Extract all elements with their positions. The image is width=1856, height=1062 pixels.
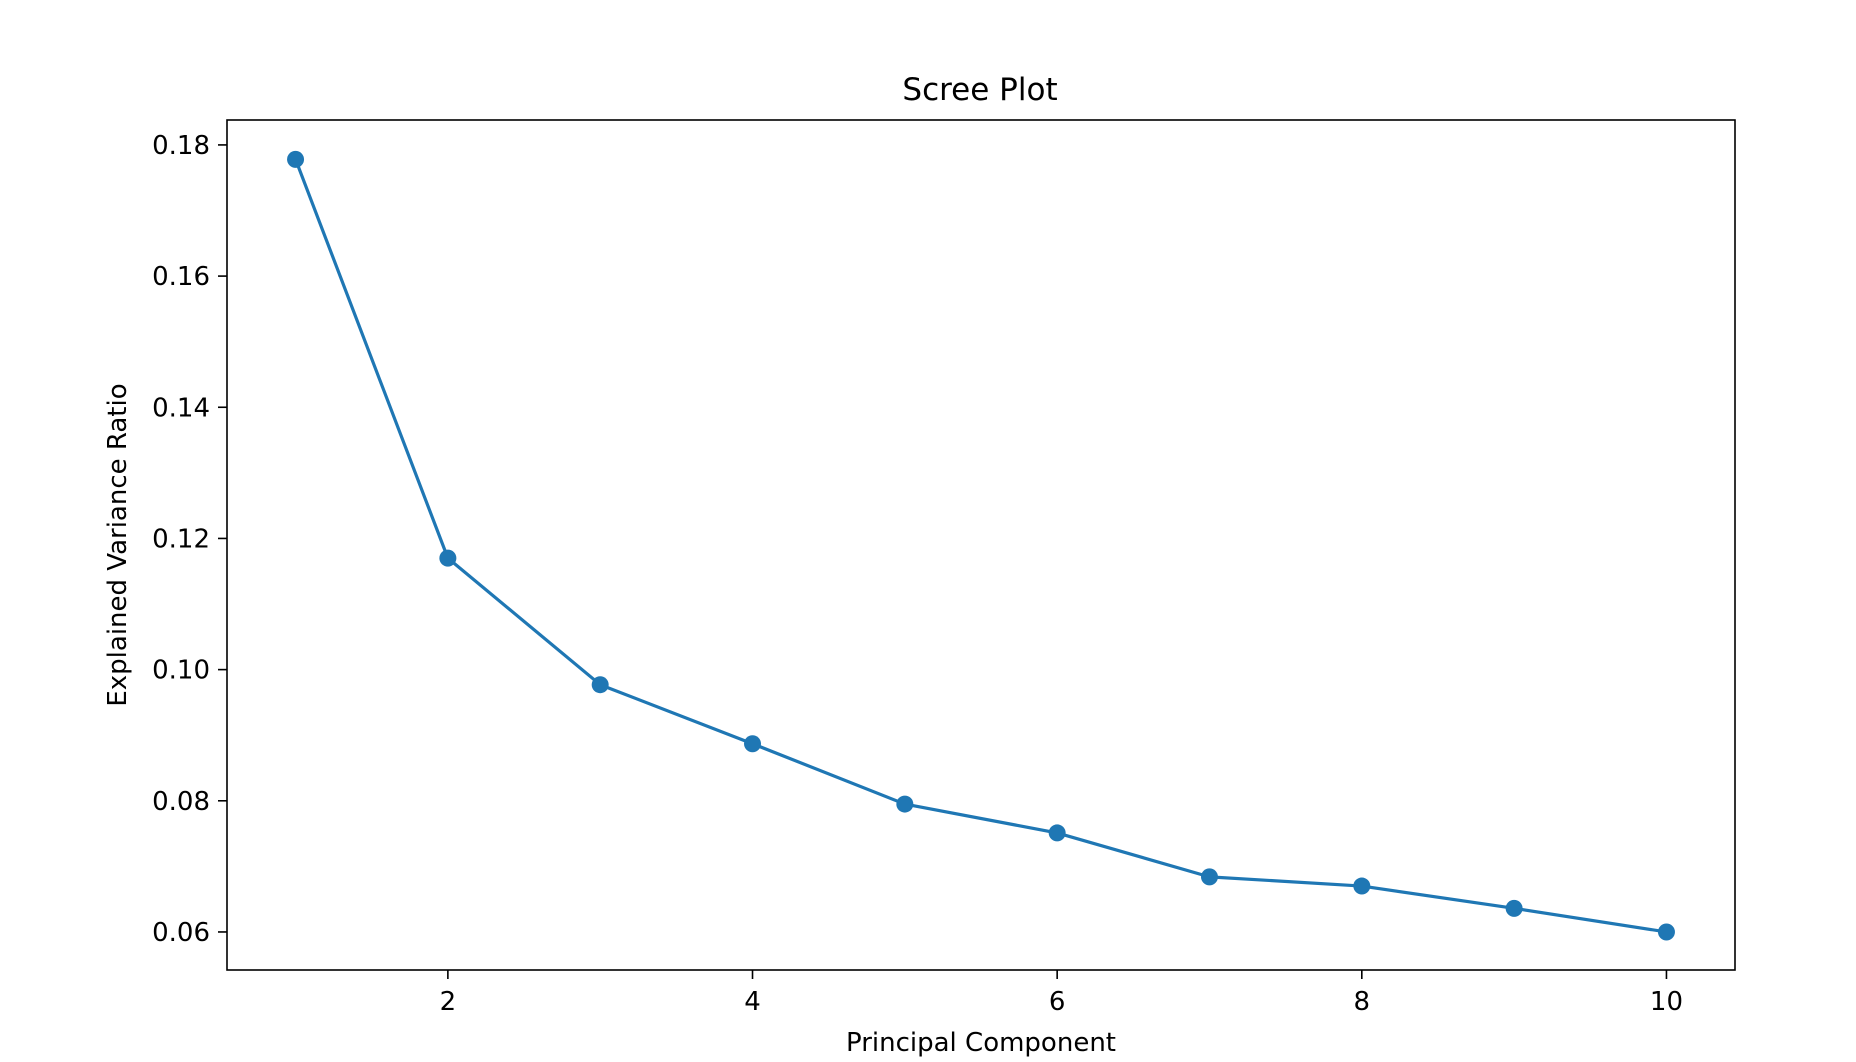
data-point xyxy=(1353,877,1371,895)
y-tick-label: 0.12 xyxy=(152,524,210,554)
y-tick-label: 0.10 xyxy=(152,656,210,686)
series-layer xyxy=(287,150,1675,941)
y-tick-label: 0.06 xyxy=(152,918,210,948)
y-tick-label: 0.08 xyxy=(152,787,210,817)
y-axis-ticks: 0.06 0.08 0.10 0.12 0.14 0.16 0.18 xyxy=(152,131,227,948)
series-line xyxy=(294,158,1667,934)
x-tick-label: 10 xyxy=(1650,987,1683,1017)
plot-area-frame xyxy=(226,119,1736,971)
data-point xyxy=(1505,899,1523,917)
y-axis-label: Explained Variance Ratio xyxy=(103,383,133,706)
x-axis-ticks: 2 4 6 8 10 xyxy=(440,970,1683,1017)
data-point xyxy=(1200,868,1218,886)
data-point xyxy=(1048,824,1066,842)
data-point xyxy=(1657,923,1675,941)
data-point xyxy=(439,549,457,567)
data-point xyxy=(287,150,305,168)
x-tick-label: 6 xyxy=(1049,987,1066,1017)
chart-title: Scree Plot xyxy=(902,72,1057,108)
x-tick-label: 8 xyxy=(1354,987,1371,1017)
data-point xyxy=(591,676,609,694)
data-point xyxy=(896,795,914,813)
y-tick-label: 0.18 xyxy=(152,131,210,161)
x-tick-label: 2 xyxy=(440,987,457,1017)
y-tick-label: 0.14 xyxy=(152,393,210,423)
y-tick-label: 0.16 xyxy=(152,262,210,292)
data-point xyxy=(744,735,762,753)
x-axis-label: Principal Component xyxy=(846,1028,1116,1058)
x-tick-label: 4 xyxy=(744,987,761,1017)
